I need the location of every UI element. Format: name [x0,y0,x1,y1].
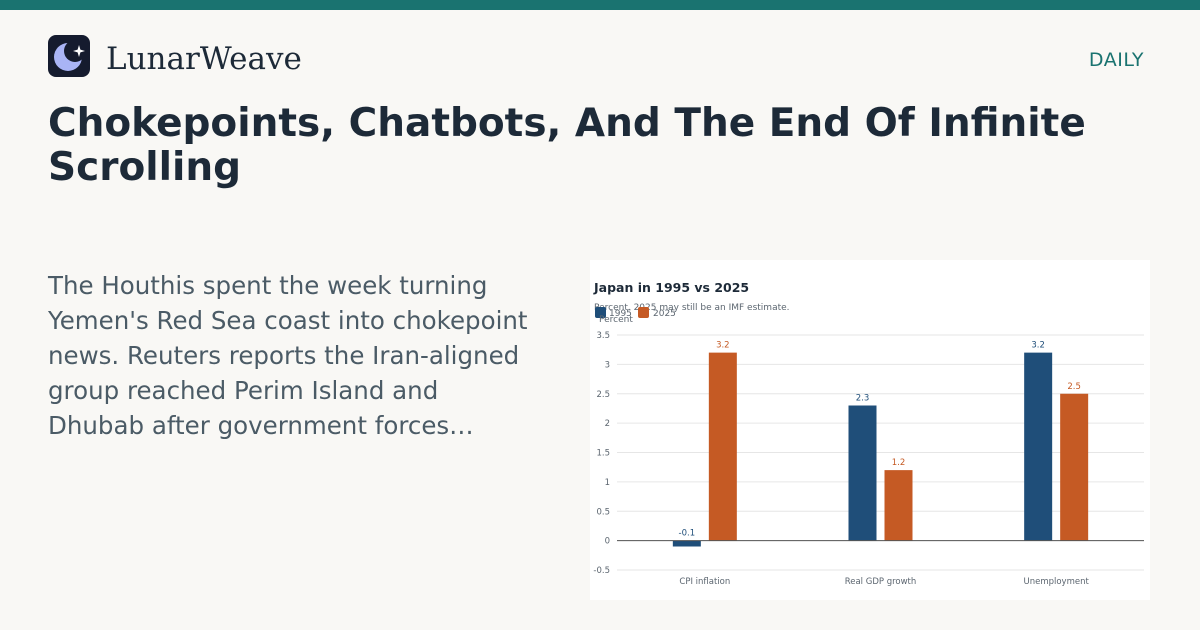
chart-gridlines [617,334,1144,571]
data-label: 2.5 [1067,382,1081,392]
y-tick-label: 0 [605,537,610,547]
y-tick-label: 2.5 [596,390,610,400]
article-excerpt: The Houthis spent the week turning Yemen… [48,271,528,440]
crescent-moon-star-icon [54,43,85,71]
bar-1995-2 [1024,352,1053,541]
legend-swatch-2025 [638,307,649,318]
legend-label-1995: 1995 [609,309,632,319]
y-tick-label: 1.5 [596,449,610,459]
x-axis-ticks: CPI inflation Real GDP growth Unemployment [679,577,1089,587]
y-tick-label: 0.5 [596,507,610,517]
bar-1995-0 [672,540,701,547]
x-tick-label: CPI inflation [679,577,730,587]
chart-title: Japan in 1995 vs 2025 [593,280,749,295]
legend-swatch-1995 [595,307,606,318]
top-accent-bar [0,0,1200,10]
chart-legend: 1995 2025 [595,307,676,319]
y-axis-label: Percent [599,315,633,325]
data-label: 3.2 [716,341,730,351]
bar-chart: Japan in 1995 vs 2025 Percent. 2025 may … [593,280,1144,587]
bar-2025-2 [1060,393,1089,541]
chart-card: Japan in 1995 vs 2025 Percent. 2025 may … [590,260,1150,600]
data-labels: -0.1 3.2 2.3 1.2 3.2 2.5 [679,341,1081,539]
bar-1995-1 [848,405,877,541]
bar-2025-0 [708,352,737,541]
x-tick-label: Real GDP growth [845,577,917,587]
y-tick-label: 1 [605,478,610,488]
x-tick-label: Unemployment [1023,577,1089,587]
bar-2025-1 [884,470,913,541]
section-label[interactable]: DAILY [1088,49,1144,71]
y-tick-label: 3.5 [596,331,610,341]
y-axis-ticks: 3.5 3 2.5 2 1.5 1 0.5 0 -0.5 [593,331,610,576]
logo[interactable] [48,35,90,77]
legend-label-2025: 2025 [653,309,676,319]
data-label: -0.1 [679,529,696,539]
y-tick-label: -0.5 [593,566,610,576]
chart-subtitle: Percent. 2025 may still be an IMF estima… [594,303,790,313]
y-tick-label: 3 [605,360,610,370]
article-headline[interactable]: Chokepoints, Chatbots, And The End Of In… [48,101,1086,190]
brand-name[interactable]: LunarWeave [106,41,302,77]
y-tick-label: 2 [605,419,610,429]
data-label: 2.3 [856,394,870,404]
data-label: 3.2 [1031,341,1045,351]
data-label: 1.2 [892,458,906,468]
chart-bars [672,352,1089,547]
